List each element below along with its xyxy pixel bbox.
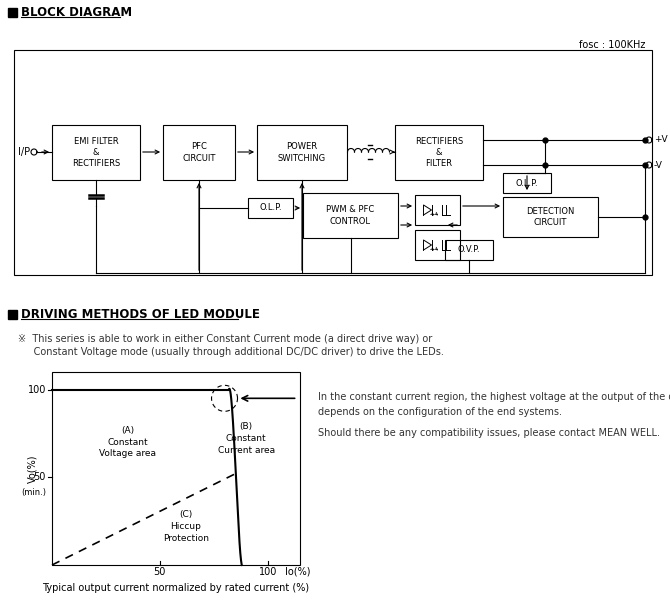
- Bar: [14, 50, 652, 275]
- Bar: [8, 8, 17, 17]
- Text: (min.): (min.): [21, 488, 46, 497]
- Text: RECTIFIERS
&
FILTER: RECTIFIERS & FILTER: [415, 137, 463, 168]
- Text: PWM & PFC
CONTROL: PWM & PFC CONTROL: [326, 206, 375, 226]
- Text: Vo(%): Vo(%): [27, 454, 37, 483]
- Bar: [395, 125, 483, 180]
- Bar: [415, 195, 460, 225]
- Bar: [303, 193, 398, 238]
- Text: Io(%): Io(%): [285, 567, 310, 577]
- Text: (C)
Hiccup
Protection: (C) Hiccup Protection: [163, 510, 208, 543]
- Text: DETECTION
CIRCUIT: DETECTION CIRCUIT: [527, 207, 575, 227]
- Bar: [257, 125, 347, 180]
- Bar: [503, 173, 551, 193]
- Text: O.L.P.: O.L.P.: [259, 204, 282, 213]
- Text: Constant Voltage mode (usually through additional DC/DC driver) to drive the LED: Constant Voltage mode (usually through a…: [18, 347, 444, 357]
- Text: In the constant current region, the highest voltage at the output of the driver: In the constant current region, the high…: [318, 392, 670, 402]
- Text: (A)
Constant
Voltage area: (A) Constant Voltage area: [99, 426, 156, 458]
- Bar: [445, 240, 493, 260]
- Text: O.L.P.: O.L.P.: [516, 179, 538, 187]
- Bar: [52, 125, 140, 180]
- Bar: [8, 310, 17, 319]
- Bar: [163, 125, 235, 180]
- Text: Typical output current normalized by rated current (%): Typical output current normalized by rat…: [42, 583, 310, 593]
- Text: POWER
SWITCHING: POWER SWITCHING: [278, 142, 326, 162]
- Bar: [52, 372, 300, 565]
- Text: (B)
Constant
Current area: (B) Constant Current area: [218, 423, 275, 455]
- Text: depends on the configuration of the end systems.: depends on the configuration of the end …: [318, 407, 562, 417]
- Text: DRIVING METHODS OF LED MODULE: DRIVING METHODS OF LED MODULE: [21, 308, 260, 320]
- Text: fosc : 100KHz: fosc : 100KHz: [579, 40, 645, 50]
- Text: +V: +V: [654, 136, 667, 145]
- Text: EMI FILTER
&
RECTIFIERS: EMI FILTER & RECTIFIERS: [72, 137, 120, 168]
- Text: 100: 100: [27, 384, 46, 395]
- Bar: [248, 198, 293, 218]
- Bar: [415, 230, 460, 260]
- Text: Should there be any compatibility issues, please contact MEAN WELL.: Should there be any compatibility issues…: [318, 428, 660, 438]
- Text: BLOCK DIAGRAM: BLOCK DIAGRAM: [21, 5, 132, 18]
- Text: O.V.P.: O.V.P.: [458, 246, 480, 255]
- Text: ※  This series is able to work in either Constant Current mode (a direct drive w: ※ This series is able to work in either …: [18, 334, 432, 344]
- Text: 50: 50: [34, 472, 46, 482]
- Text: 50: 50: [153, 567, 166, 577]
- Text: PFC
CIRCUIT: PFC CIRCUIT: [182, 142, 216, 162]
- Text: 100: 100: [259, 567, 277, 577]
- Text: I/P: I/P: [18, 147, 30, 157]
- Text: -V: -V: [654, 161, 663, 170]
- Bar: [503, 197, 598, 237]
